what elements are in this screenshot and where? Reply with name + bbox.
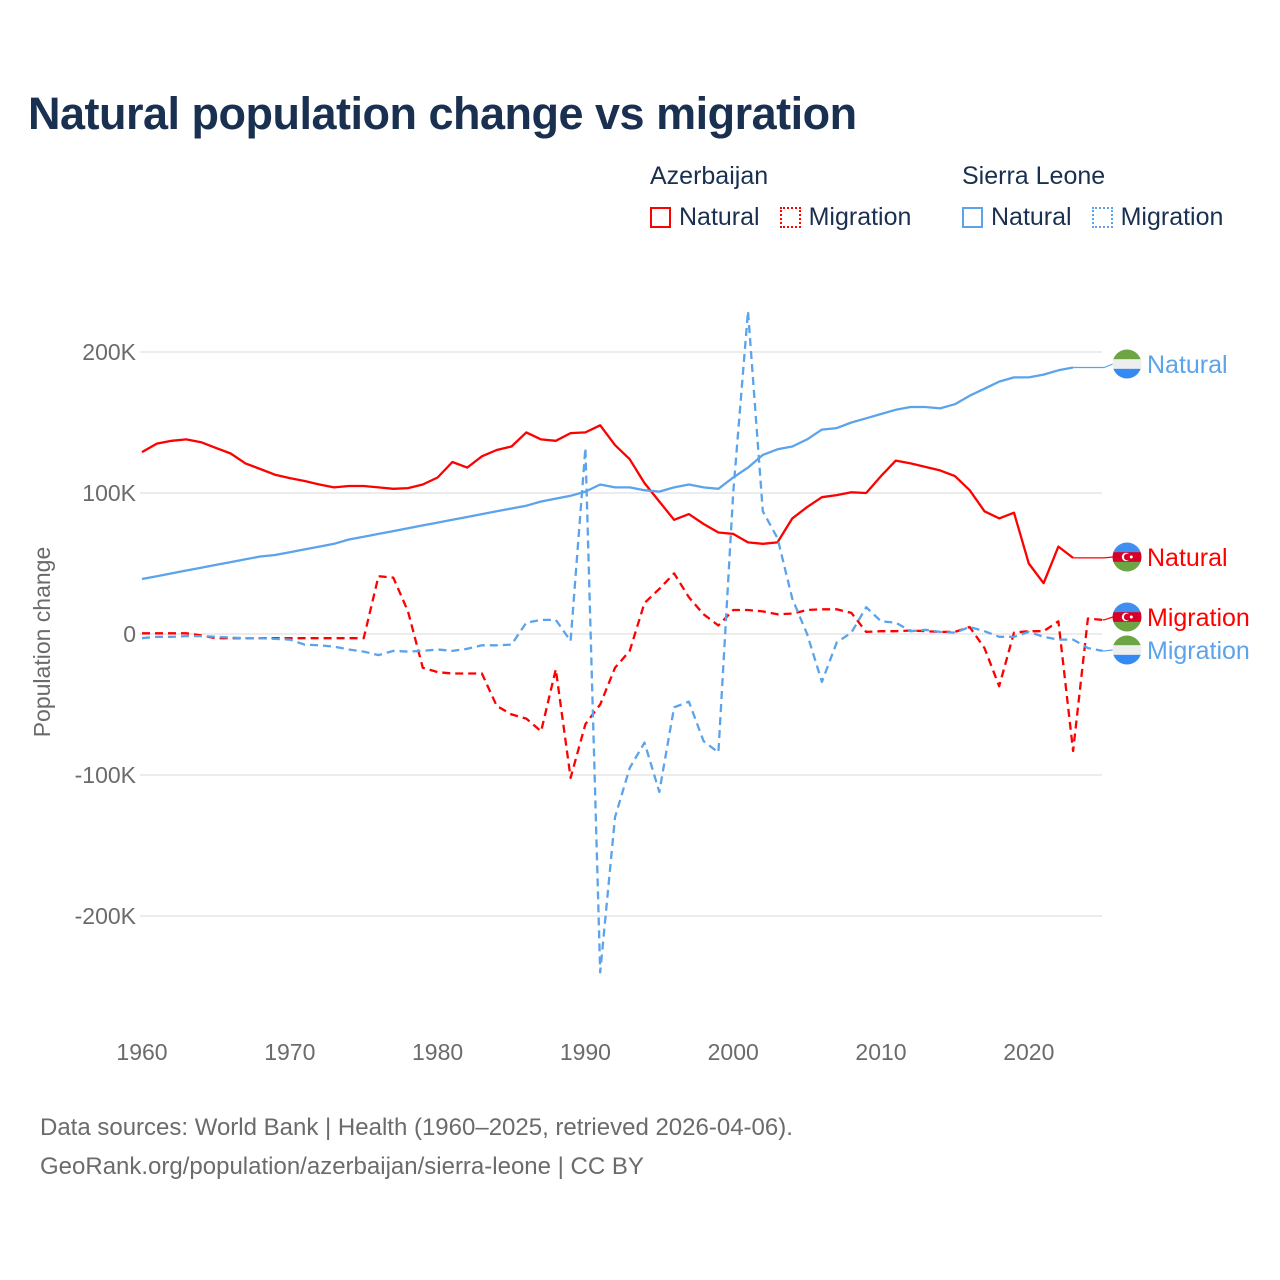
label-connector <box>1102 616 1114 621</box>
legend-item-azerbaijan-migration[interactable]: Migration <box>779 203 912 232</box>
legend-label: Natural <box>679 203 760 231</box>
data-source-note: Data sources: World Bank | Health (1960–… <box>40 1114 793 1141</box>
legend-label: Migration <box>808 203 912 231</box>
legend-label: Natural <box>991 203 1072 231</box>
x-tick-label: 1990 <box>560 1039 611 1065</box>
legend-item-sierra-leone-migration[interactable]: Migration <box>1091 203 1224 232</box>
series-line-azerbaijan-migration <box>142 572 1103 779</box>
sierra-leone-flag-icon <box>1112 635 1142 665</box>
x-tick-label: 2010 <box>855 1039 906 1065</box>
crescent-cut <box>1123 553 1131 561</box>
end-label-azerbaijan-natural: Natural <box>1147 544 1228 572</box>
series-line-azerbaijan-natural <box>141 424 1074 585</box>
x-tick-label: 1970 <box>264 1039 315 1065</box>
series-line-sierra-leone-migration <box>141 309 1103 974</box>
chart-title: Natural population change vs migration <box>28 88 857 139</box>
y-tick-label: 0 <box>123 621 136 647</box>
azerbaijan-flag-icon <box>1112 542 1142 572</box>
flag-stripe <box>1112 542 1142 553</box>
flag-stripe <box>1112 654 1142 665</box>
flag-stripe <box>1112 621 1142 632</box>
legend-item-azerbaijan-natural[interactable]: Natural <box>650 203 760 232</box>
crescent-cut <box>1123 613 1131 621</box>
legend-group-azerbaijan: Azerbaijan Natural Migration <box>650 162 931 232</box>
y-tick-label: 200K <box>82 339 136 365</box>
sierra-leone-flag-icon <box>1112 349 1142 379</box>
flag-stripe <box>1112 349 1142 360</box>
source-link[interactable]: GeoRank.org/population/azerbaijan/sierra… <box>40 1153 644 1180</box>
star-icon <box>1129 555 1133 559</box>
legend-swatch-solid <box>650 207 671 228</box>
legend-item-sierra-leone-natural[interactable]: Natural <box>962 203 1072 232</box>
flag-stripe <box>1112 368 1142 379</box>
legend-group-title: Azerbaijan <box>650 162 769 190</box>
x-tick-label: 2000 <box>708 1039 759 1065</box>
y-tick-label: 100K <box>82 480 136 506</box>
flag-stripe <box>1112 561 1142 572</box>
y-tick-label: -100K <box>75 762 137 788</box>
label-connector <box>1073 556 1114 559</box>
flag-stripe <box>1112 645 1142 656</box>
x-tick-label: 2020 <box>1003 1039 1054 1065</box>
azerbaijan-flag-icon <box>1112 602 1142 632</box>
legend-swatch-dotted <box>1091 207 1113 228</box>
flag-stripe <box>1112 359 1142 370</box>
legend-swatch-dotted <box>779 207 801 228</box>
star-icon <box>1129 615 1133 619</box>
label-connector <box>1102 649 1114 652</box>
legend-group-title: Sierra Leone <box>962 162 1106 190</box>
legend-label: Migration <box>1120 203 1224 231</box>
flag-stripe <box>1112 602 1142 613</box>
x-tick-label: 1980 <box>412 1039 463 1065</box>
legend-group-sierra-leone: Sierra Leone Natural Migration <box>962 162 1223 232</box>
end-label-azerbaijan-migration: Migration <box>1147 604 1250 632</box>
end-label-sierra-leone-natural: Natural <box>1147 351 1228 379</box>
footer: Data sources: World Bank | Health (1960–… <box>40 1108 793 1186</box>
label-connector <box>1073 363 1114 369</box>
y-tick-label: -200K <box>75 903 137 929</box>
end-label-sierra-leone-migration: Migration <box>1147 637 1250 665</box>
x-tick-label: 1960 <box>116 1039 167 1065</box>
flag-stripe <box>1112 635 1142 646</box>
series-line-sierra-leone-natural <box>141 366 1074 581</box>
y-axis-label: Population change <box>29 547 55 738</box>
legend-swatch-solid <box>962 207 983 228</box>
